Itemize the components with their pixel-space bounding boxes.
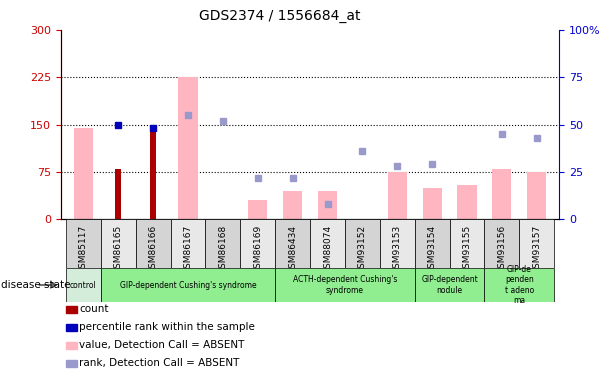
Bar xyxy=(485,268,554,302)
Bar xyxy=(457,184,477,219)
Bar xyxy=(415,219,449,268)
Text: GSM85117: GSM85117 xyxy=(79,225,88,274)
Text: GSM86166: GSM86166 xyxy=(149,225,157,274)
Bar xyxy=(275,268,415,302)
Bar xyxy=(171,219,206,268)
Text: GSM86165: GSM86165 xyxy=(114,225,123,274)
Bar xyxy=(101,268,275,302)
Text: GSM86434: GSM86434 xyxy=(288,225,297,274)
Text: rank, Detection Call = ABSENT: rank, Detection Call = ABSENT xyxy=(79,358,240,368)
Bar xyxy=(150,128,156,219)
Text: disease state: disease state xyxy=(1,280,71,290)
Bar xyxy=(66,268,101,302)
Bar xyxy=(275,219,310,268)
Text: GIP-de
penden
t adeno
ma: GIP-de penden t adeno ma xyxy=(505,265,534,305)
Bar xyxy=(345,219,380,268)
Bar xyxy=(101,219,136,268)
Bar xyxy=(115,169,122,219)
Text: GDS2374 / 1556684_at: GDS2374 / 1556684_at xyxy=(199,9,361,23)
Text: GSM93154: GSM93154 xyxy=(427,225,437,274)
Bar xyxy=(240,219,275,268)
Bar xyxy=(66,219,101,268)
Bar xyxy=(423,188,441,219)
Text: GSM93155: GSM93155 xyxy=(463,225,471,274)
Text: GSM86168: GSM86168 xyxy=(218,225,227,274)
Text: count: count xyxy=(79,304,109,314)
Text: GSM88074: GSM88074 xyxy=(323,225,332,274)
Text: GSM93156: GSM93156 xyxy=(497,225,506,274)
Bar xyxy=(136,219,171,268)
Bar xyxy=(310,219,345,268)
Bar xyxy=(283,191,302,219)
Text: GSM86167: GSM86167 xyxy=(184,225,193,274)
Text: GIP-dependent Cushing's syndrome: GIP-dependent Cushing's syndrome xyxy=(120,280,257,290)
Text: GSM93153: GSM93153 xyxy=(393,225,402,274)
Bar xyxy=(527,172,546,219)
Text: GIP-dependent
nodule: GIP-dependent nodule xyxy=(421,275,478,295)
Text: GSM93152: GSM93152 xyxy=(358,225,367,274)
Text: ACTH-dependent Cushing's
syndrome: ACTH-dependent Cushing's syndrome xyxy=(293,275,397,295)
Text: GSM93157: GSM93157 xyxy=(532,225,541,274)
Bar xyxy=(449,219,485,268)
Bar xyxy=(74,128,93,219)
Bar xyxy=(206,219,240,268)
Bar xyxy=(248,200,268,219)
Bar xyxy=(492,169,511,219)
Text: value, Detection Call = ABSENT: value, Detection Call = ABSENT xyxy=(79,340,244,350)
Bar xyxy=(380,219,415,268)
Bar xyxy=(415,268,485,302)
Bar xyxy=(388,172,407,219)
Bar xyxy=(179,77,198,219)
Text: GSM86169: GSM86169 xyxy=(254,225,262,274)
Bar xyxy=(318,191,337,219)
Bar xyxy=(485,219,519,268)
Text: percentile rank within the sample: percentile rank within the sample xyxy=(79,322,255,332)
Text: control: control xyxy=(70,280,97,290)
Bar xyxy=(519,219,554,268)
